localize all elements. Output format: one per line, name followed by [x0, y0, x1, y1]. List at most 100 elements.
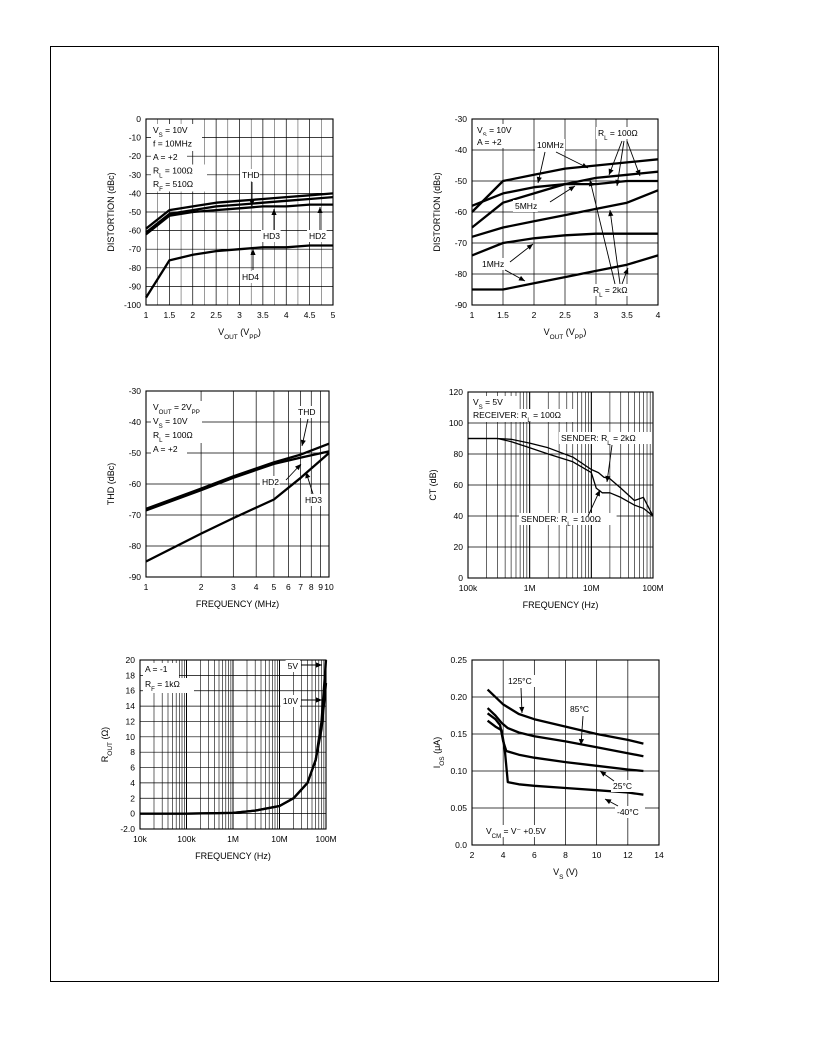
x-tick-label: 1.5 [163, 310, 175, 320]
f5-arrow-head [568, 186, 575, 192]
x-axis-label: VOUT (VPP) [218, 327, 261, 341]
y-tick-label: -80 [129, 541, 142, 551]
y-tick-label: -90 [455, 300, 468, 310]
hd2-arrow-head [294, 464, 301, 471]
series-line-4 [471, 232, 658, 257]
annotation-bg [568, 703, 593, 715]
condition-text: f = 10MHz [153, 139, 192, 149]
annotation-bg [596, 127, 652, 139]
thd-arrow-head [300, 439, 306, 446]
y-axis-label: THD (dBc) [106, 463, 116, 506]
y-tick-label: -80 [455, 269, 468, 279]
y-tick-label: -30 [129, 170, 142, 180]
condition-bg [475, 136, 511, 148]
condition-text: VS = 10V [153, 416, 188, 430]
annotation-label: HD3 [305, 495, 322, 505]
annotation-label: 10V [283, 696, 298, 706]
y-tick-label: -60 [455, 207, 468, 217]
annotation-bg [535, 139, 565, 151]
x-tick-label: 100k [177, 834, 196, 844]
hd3-arrow-head [271, 209, 277, 215]
series-line-0 [145, 442, 330, 510]
annotation-label: -40°C [617, 807, 639, 817]
y-tick-label: -30 [129, 386, 142, 396]
condition-text: RL = 100Ω [153, 430, 193, 444]
annotation-bg [615, 806, 645, 818]
y-tick-label: 12 [126, 716, 136, 726]
x-axis-label: VOUT (VPP) [544, 327, 587, 341]
annotation-bg [285, 660, 300, 672]
x-tick-label: 2 [190, 310, 195, 320]
y-tick-label: 6 [130, 763, 135, 773]
x-tick-label: 8 [563, 850, 568, 860]
series-line-1 [486, 707, 644, 758]
series-line-2 [486, 712, 644, 773]
annotation-label: THD [298, 407, 315, 417]
x-tick-label: 5 [272, 582, 277, 592]
annotation-label: SENDER: RL = 2kΩ [561, 433, 636, 447]
y-tick-label: 20 [454, 542, 464, 552]
y-tick-label: 0 [130, 809, 135, 819]
condition-text: A = +2 [477, 137, 502, 147]
condition-text: RF = 1kΩ [145, 679, 180, 693]
x-tick-label: 2 [532, 310, 537, 320]
y-tick-label: -30 [455, 114, 468, 124]
rl2k-arrow-a [589, 179, 616, 285]
plot-frame [145, 390, 330, 578]
annotation-bg [611, 780, 636, 792]
annotation-bg [480, 258, 505, 270]
rl100-arrow-a [608, 140, 623, 176]
x-tick-label: 2.5 [559, 310, 571, 320]
annotation-label: 125°C [508, 676, 532, 686]
25c-arrow-head [600, 771, 607, 777]
plot-frame [467, 391, 654, 579]
annotation-bg [591, 284, 642, 296]
plot-frame [471, 659, 660, 846]
series-line-3 [471, 189, 659, 238]
y-tick-label: -10 [129, 133, 142, 143]
y-tick-label: -70 [129, 244, 142, 254]
x-tick-label: 14 [654, 850, 664, 860]
x-tick-label: 1 [144, 310, 149, 320]
y-tick-label: -2.0 [120, 824, 135, 834]
hd2-arrow-head [317, 207, 323, 213]
condition-bg [151, 124, 202, 138]
annotation-label: 5V [288, 661, 299, 671]
x-axis-label: VS (V) [553, 867, 578, 881]
annotation-label: 1MHz [482, 259, 504, 269]
condition-text: A = -1 [145, 664, 168, 674]
y-tick-label: -40 [129, 188, 142, 198]
x-tick-label: 7 [298, 582, 303, 592]
x-tick-label: 9 [318, 582, 323, 592]
annotation-label: 10MHz [537, 140, 564, 150]
annotation-label: HD4 [242, 272, 259, 282]
y-tick-label: 14 [126, 701, 136, 711]
series-line-0 [145, 192, 334, 230]
condition-bg [143, 678, 194, 693]
y-tick-label: 20 [126, 655, 136, 665]
y-tick-label: 100 [449, 418, 463, 428]
condition-text: A = +2 [153, 152, 178, 162]
series-line-0 [486, 688, 644, 745]
x-tick-label: 4 [501, 850, 506, 860]
x-axis-label: FREQUENCY (MHz) [196, 599, 279, 609]
f1-arrow-b-head [518, 275, 525, 281]
x-tick-label: 4.5 [304, 310, 316, 320]
y-tick-label: 4 [130, 778, 135, 788]
annotation-label: 85°C [570, 704, 589, 714]
rl2k-arrow-b [609, 209, 621, 285]
m40c-arrow-head [605, 799, 612, 805]
rl2k-arrow-a-head [588, 180, 594, 187]
rl2k-arrow-c-head [623, 268, 629, 275]
y-tick-label: 0.20 [450, 692, 467, 702]
x-tick-label: 5 [331, 310, 336, 320]
x-tick-label: 100M [315, 834, 336, 844]
condition-bg [151, 164, 207, 178]
annotation-label: HD2 [309, 231, 326, 241]
rl2k-arrow-head [605, 475, 611, 482]
y-tick-label: 18 [126, 670, 136, 680]
y-tick-label: -100 [124, 300, 141, 310]
condition-bg [143, 663, 179, 678]
